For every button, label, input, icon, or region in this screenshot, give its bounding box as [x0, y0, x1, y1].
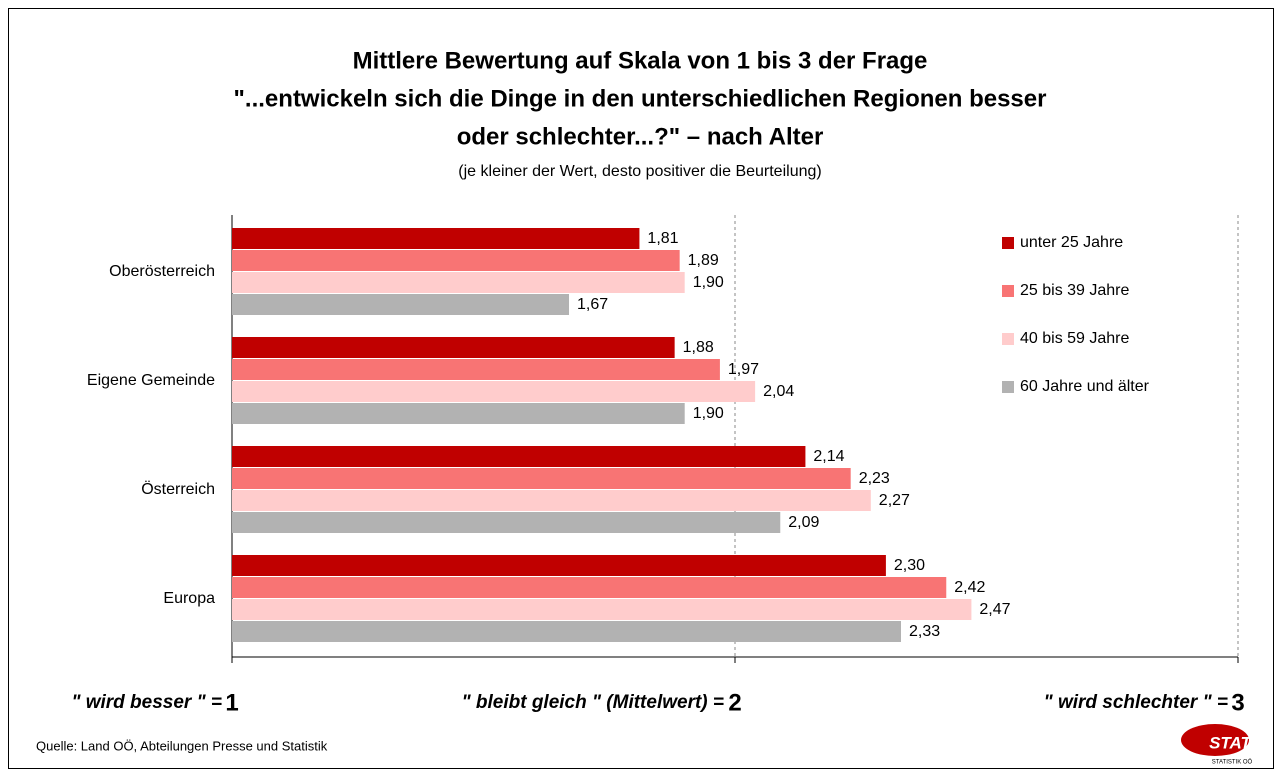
- bar: [232, 446, 806, 467]
- data-label: 1,97: [728, 361, 759, 378]
- bar: [232, 403, 685, 424]
- data-label: 1,89: [688, 252, 719, 269]
- legend-label: 25 bis 39 Jahre: [1020, 282, 1130, 299]
- bar: [232, 577, 947, 598]
- y-tick-label: Österreich: [141, 480, 215, 498]
- data-label: 2,47: [979, 601, 1010, 618]
- logo-shape: [1181, 724, 1249, 756]
- data-label: 1,88: [683, 339, 714, 356]
- data-label: 1,90: [693, 274, 724, 291]
- bar: [232, 490, 871, 511]
- legend-label: 60 Jahre und älter: [1020, 378, 1150, 395]
- data-label: 2,09: [788, 514, 819, 531]
- bar: [232, 337, 675, 358]
- logo-subtext: STATISTIK OÖ: [1212, 759, 1253, 766]
- annotation: " wird besser " =: [71, 692, 222, 713]
- data-label: 1,67: [577, 296, 608, 313]
- y-tick-label: Oberösterreich: [109, 263, 215, 280]
- annotation: " bleibt gleich " (Mittelwert) =: [462, 692, 724, 713]
- annotation: " wird schlechter " =: [1044, 692, 1228, 713]
- data-label: 2,30: [894, 557, 925, 574]
- bar: [232, 294, 570, 315]
- bar: [232, 272, 685, 293]
- chart-subtitle: (je kleiner der Wert, desto positiver di…: [458, 163, 821, 180]
- y-tick-label: Europa: [163, 590, 215, 607]
- frame: [8, 8, 1274, 769]
- chart-title: oder schlechter...?" – nach Alter: [457, 123, 824, 150]
- data-label: 2,14: [813, 448, 844, 465]
- bar: [232, 512, 781, 533]
- data-label: 2,27: [879, 492, 910, 509]
- x-tick-label: 3: [1231, 689, 1244, 716]
- source: Quelle: Land OÖ, Abteilungen Presse und …: [36, 738, 328, 753]
- legend-label: 40 bis 59 Jahre: [1020, 330, 1130, 347]
- bar: [232, 599, 972, 620]
- data-label: 1,81: [647, 230, 678, 247]
- data-label: 2,23: [859, 470, 890, 487]
- bar: [232, 555, 886, 576]
- bar: [232, 250, 680, 271]
- data-label: 1,90: [693, 405, 724, 422]
- legend-swatch: [1002, 333, 1014, 345]
- chart-title: Mittlere Bewertung auf Skala von 1 bis 3…: [353, 47, 928, 74]
- bar: [232, 359, 720, 380]
- legend-swatch: [1002, 285, 1014, 297]
- legend-swatch: [1002, 381, 1014, 393]
- legend-label: unter 25 Jahre: [1020, 234, 1123, 251]
- chart-title: "...entwickeln sich die Dinge in den unt…: [234, 85, 1047, 112]
- legend-swatch: [1002, 237, 1014, 249]
- y-tick-label: Eigene Gemeinde: [87, 372, 215, 389]
- logo-text: STAT: [1209, 733, 1252, 752]
- data-label: 2,42: [954, 579, 985, 596]
- data-label: 2,04: [763, 383, 794, 400]
- bar: [232, 621, 901, 642]
- bar: [232, 228, 640, 249]
- bar: [232, 381, 756, 402]
- x-tick-label: 1: [225, 689, 238, 716]
- x-tick-label: 2: [728, 689, 741, 716]
- data-label: 2,33: [909, 623, 940, 640]
- bar: [232, 468, 851, 489]
